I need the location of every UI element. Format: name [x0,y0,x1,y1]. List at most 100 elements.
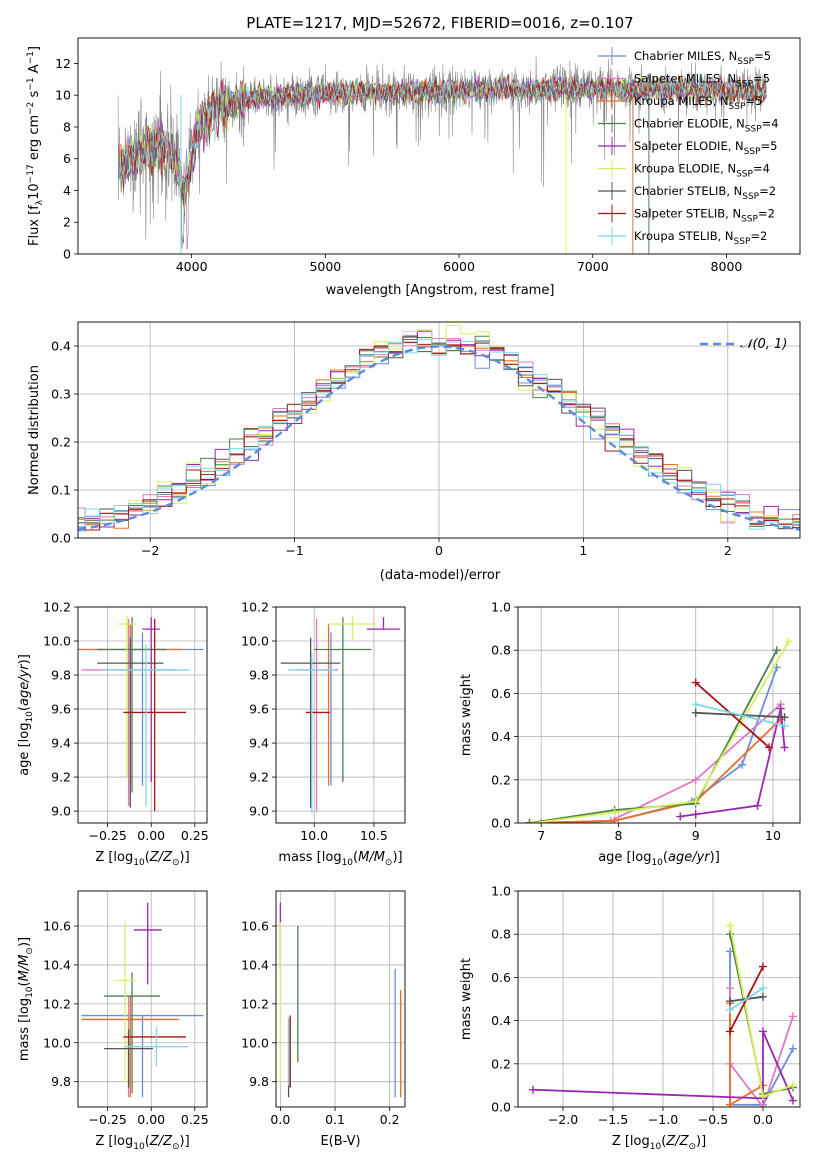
y-tick-label: 0.1 [51,483,71,498]
y-tick-label: 9.2 [51,770,71,785]
y-tick-label: 10.0 [241,634,269,649]
y-tick-label: 0.0 [491,1100,511,1115]
x-tick-label: 0.25 [181,1112,209,1127]
y-tick-label: 0.8 [491,643,511,658]
weight-point-marker [676,812,685,821]
plot-area [279,902,402,1098]
x-tick-label: 6000 [443,259,475,274]
age-vs-Z-panel: −0.25 0.00 0.25 9.0 9.2 9.4 9.6 9.8 10.0 10.2 Z [l… [17,600,209,869]
y-tick-label: 10 [55,88,71,103]
y-tick-label: 9.2 [249,770,269,785]
weight-point-marker [726,921,734,930]
plot-area [529,921,797,1107]
x-axis-label: (data-model)/error [380,568,501,583]
plot-area [78,324,800,532]
weight-series-line [695,681,770,749]
x-axis-label: Z [log10(Z/Z⊙)] [95,1134,189,1152]
x-axis-label: E(B-V) [320,1134,360,1149]
weight-point-marker [789,1096,797,1105]
x-tick-label: −0.5 [698,1112,728,1127]
weight-point-marker [759,992,767,1001]
weight-point-marker [759,1103,767,1107]
y-tick-label: 8 [63,119,71,134]
residual-histogram-step [78,341,800,531]
mass-vs-EBV-panel: 0.0 0.1 0.2 9.8 10.0 10.2 10.4 10.6 E(B-V) [241,890,406,1149]
y-tick-label: 4 [63,183,71,198]
weight-point-marker [759,1092,767,1101]
plot-area [117,56,767,254]
y-tick-label: 0.0 [491,816,511,831]
x-tick-label: 0.1 [325,1112,345,1127]
weight-point-marker [789,1081,797,1090]
axes-frame [275,890,406,1108]
y-axis-label: mass weight [459,674,474,756]
axes-frame [77,321,801,539]
plot-area [280,615,401,813]
weight-point-marker [759,962,767,971]
plot-area [525,637,793,823]
y-tick-label: 0.4 [491,729,511,744]
weight-point-marker [780,713,789,722]
y-tick-label: 9.8 [249,668,269,683]
x-tick-label: 8 [614,828,622,843]
x-tick-label: 9 [692,828,700,843]
y-tick-label: 10.4 [43,957,71,972]
axes-frame [275,606,406,824]
weight-point-marker [759,984,767,993]
weight-point-marker [691,797,700,806]
y-tick-label: 6 [63,151,71,166]
y-tick-label: 9.4 [51,736,71,751]
model-spectrum-line [120,71,767,193]
y-tick-label: 0.0 [51,531,71,546]
weight-point-marker [726,997,734,1006]
x-tick-label: 0.25 [181,828,209,843]
axes-frame [517,606,801,824]
figure-title: PLATE=1217, MJD=52672, FIBERID=0016, z=0… [246,14,633,32]
plot-area [81,902,204,1098]
weight-point-marker [780,721,789,730]
axes-frame [517,890,801,1108]
x-tick-label: 2 [724,543,732,558]
y-tick-label: 9.8 [51,668,71,683]
weight-vs-Z-panel: −2.0 −1.5 −1.0 −0.5 0.0 0.0 0.2 0.4 0.6 0.8 1.0 Z [… [459,884,801,1152]
weight-point-marker [726,930,734,939]
legend-entry: Salpeter ELODIE, NSSP=5 [634,139,777,157]
y-tick-label: 9.4 [249,736,269,751]
y-tick-label: 10.4 [241,957,269,972]
x-axis-label: Z [log10(Z/Z⊙)] [95,850,189,868]
weight-point-marker [610,808,619,817]
y-tick-label: 12 [55,56,71,71]
weight-point-marker [691,700,700,709]
legend-entry: Salpeter STELIB, NSSP=2 [634,207,775,225]
y-tick-label: 0.6 [491,970,511,985]
x-tick-label: 0.00 [137,1112,165,1127]
weight-point-marker [691,708,700,717]
y-axis-label: mass weight [459,958,474,1040]
y-tick-label: 10.2 [43,996,71,1011]
y-tick-label: 9.8 [51,1074,71,1089]
x-tick-label: 8000 [711,259,743,274]
weight-series-line [529,718,782,823]
x-tick-label: 10.5 [360,828,388,843]
x-tick-label: 10 [765,828,781,843]
y-axis-label: Flux [fλ10−17 erg cm−2 s−1 A−1] [26,46,45,246]
weight-point-marker [753,801,762,810]
weight-point-marker [691,678,700,687]
x-tick-label: −1 [285,543,303,558]
y-tick-label: 10.2 [43,600,71,615]
weight-vs-age-panel: 7 8 9 10 0.0 0.2 0.4 0.6 0.8 1.0 age [log10(age/yr… [459,600,801,868]
x-axis-label: Z [log10(Z/Z⊙)] [612,1134,706,1152]
y-tick-label: 10.6 [241,919,269,934]
y-tick-label: 9.0 [249,804,269,819]
y-tick-label: 0 [63,247,71,262]
weight-point-marker [726,984,734,993]
x-tick-label: −2 [141,543,159,558]
residual-histogram-step [78,339,800,530]
weight-point-marker [726,1027,734,1036]
x-tick-label: −1.0 [648,1112,678,1127]
y-tick-label: 2 [63,215,71,230]
x-axis-label: wavelength [Angstrom, rest frame] [326,283,555,298]
residual-panel: −2 −1 0 1 2 0.0 0.1 0.2 0.3 0.4 𝒩(0, 1) (data-model… [27,321,801,583]
legend-entry: 𝒩(0, 1) [740,337,787,352]
